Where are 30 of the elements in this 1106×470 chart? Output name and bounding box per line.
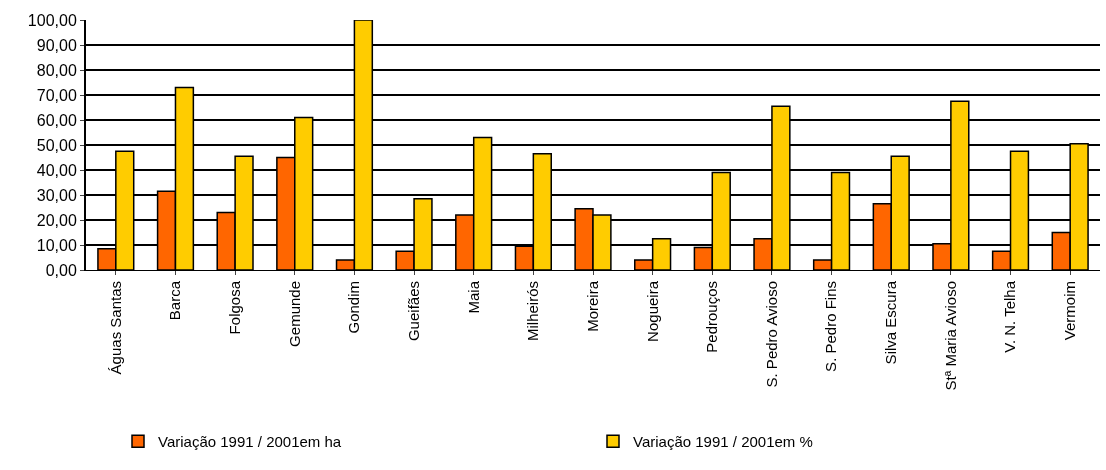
x-tick-label: Gemunde xyxy=(285,281,303,347)
y-tick-label: 80,00 xyxy=(36,61,77,79)
y-tick-label: 50,00 xyxy=(36,136,77,154)
y-tick-label: 70,00 xyxy=(36,86,77,104)
x-tick-label: Folgosa xyxy=(225,280,243,335)
y-tick-label: 40,00 xyxy=(36,161,77,179)
x-tick-label: Moreira xyxy=(583,280,601,332)
x-tick-label: Maia xyxy=(464,280,482,314)
y-tick-label: 90,00 xyxy=(36,36,77,54)
x-tick-label: Gueifães xyxy=(404,281,422,342)
legend-label: Variação 1991 / 2001em % xyxy=(633,433,813,451)
x-tick-label: S. Pedro Avioso xyxy=(762,281,780,388)
x-tick-label: Stª Maria Avioso xyxy=(941,281,959,391)
y-tick-label: 100,00 xyxy=(27,11,77,29)
x-tick-label: Vermoim xyxy=(1061,281,1079,341)
y-tick-label: 60,00 xyxy=(36,111,77,129)
x-tick-label: S. Pedro Fins xyxy=(822,281,840,372)
y-tick-label: 0,00 xyxy=(45,261,77,279)
x-tick-label: V. N. Telha xyxy=(1001,280,1019,353)
y-tick-label: 20,00 xyxy=(36,211,77,229)
y-tick-label: 30,00 xyxy=(36,186,77,204)
x-tick-label: Pedrouços xyxy=(703,281,721,353)
legend-label: Variação 1991 / 2001em ha xyxy=(158,433,342,451)
x-tick-label: Nogueira xyxy=(643,280,661,342)
x-tick-label: Barca xyxy=(166,280,184,321)
x-tick-label: Silva Escura xyxy=(882,280,900,365)
x-tick-label: Milheirós xyxy=(524,281,542,342)
x-tick-label: Águas Santas xyxy=(106,281,124,375)
x-tick-label: Gondim xyxy=(345,281,363,334)
y-tick-label: 10,00 xyxy=(36,236,77,254)
